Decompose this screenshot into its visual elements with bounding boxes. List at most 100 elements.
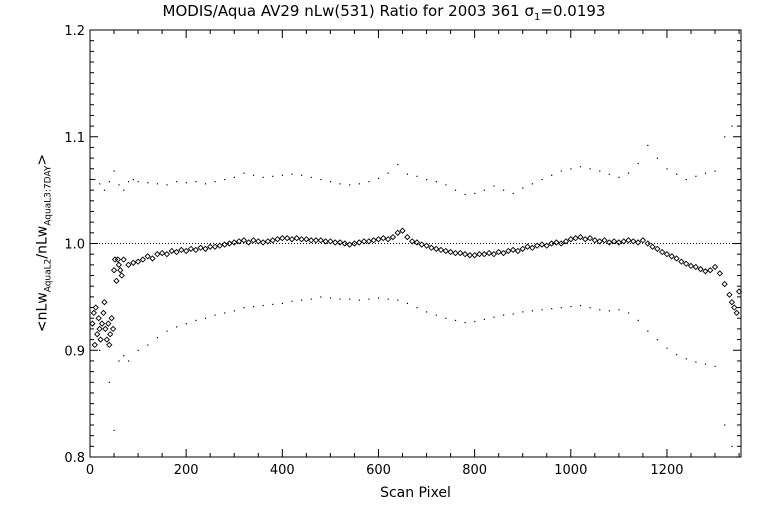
ratio-point	[235, 238, 243, 245]
ratio-point	[117, 267, 124, 274]
lower-envelope-point	[704, 363, 707, 365]
lower-envelope-point	[262, 304, 264, 307]
lower-envelope-point	[589, 307, 591, 309]
ratio-point	[697, 265, 704, 273]
ratio-point	[90, 309, 97, 317]
upper-envelope-point	[512, 192, 514, 195]
lower-envelope-point	[474, 320, 476, 323]
lower-envelope-point	[301, 299, 303, 301]
ratio-point	[264, 238, 272, 245]
lower-envelope-point	[156, 336, 159, 339]
ratio-point	[154, 251, 161, 258]
ratio-point	[485, 249, 493, 257]
lower-envelope-point	[339, 298, 341, 300]
lower-envelope-point	[214, 314, 216, 316]
upper-envelope-point	[387, 172, 389, 174]
ratio-point	[110, 267, 118, 274]
x-tick-label: 600	[366, 463, 391, 478]
lower-envelope-point	[368, 298, 370, 300]
ratio-point	[625, 237, 632, 244]
ratio-point	[97, 336, 104, 343]
upper-envelope-point	[416, 175, 418, 177]
y-tick-label: 1.2	[64, 24, 85, 39]
upper-envelope-point	[589, 168, 591, 170]
upper-envelope-point	[570, 168, 572, 170]
lower-envelope-point	[731, 445, 733, 448]
lower-envelope-point	[118, 360, 120, 362]
ratio-point	[471, 252, 478, 259]
ratio-point	[678, 258, 685, 265]
ratio-point	[404, 233, 411, 241]
ratio-point	[187, 245, 195, 252]
lower-envelope-point	[99, 349, 101, 351]
ratio-point	[466, 252, 473, 259]
ratio-point	[735, 288, 743, 295]
lower-envelope-point	[291, 300, 293, 302]
ratio-point	[149, 255, 156, 262]
ratio-point	[582, 236, 589, 243]
lower-envelope-point	[541, 309, 543, 311]
ratio-point	[586, 235, 594, 242]
ratio-point	[89, 320, 96, 327]
lower-envelope-point	[685, 358, 687, 360]
ratio-point	[654, 245, 661, 252]
y-tick-label: 1.0	[64, 238, 85, 253]
ratio-point	[94, 331, 101, 338]
upper-envelope-point	[724, 136, 726, 138]
ratio-point	[113, 277, 120, 284]
ratio-point	[490, 251, 498, 258]
axis-ticks: 0 200 400 600 800 1000 1200 0.8 0.9 1.0 1.1 1.2	[64, 24, 741, 478]
ratio-point	[702, 268, 709, 275]
ratio-point	[226, 240, 233, 247]
ratio-point	[279, 235, 286, 242]
lower-envelope-point	[426, 311, 428, 313]
lower-envelope-point	[349, 298, 351, 300]
lower-envelope-point	[656, 339, 659, 341]
ratio-point	[394, 229, 401, 236]
ratio-point	[240, 237, 247, 244]
ratio-point	[707, 267, 714, 274]
lower-envelope-point	[137, 349, 139, 351]
ratio-point	[105, 320, 112, 327]
ratio-point	[356, 239, 363, 246]
upper-envelope-point	[224, 178, 226, 181]
lower-envelope-point	[464, 321, 466, 324]
lower-envelope-point	[108, 381, 110, 383]
ratio-point	[610, 238, 618, 245]
upper-envelope-point	[132, 178, 134, 181]
lower-envelope-point	[666, 347, 668, 349]
upper-envelope-point	[103, 189, 106, 191]
ratio-point	[548, 240, 555, 247]
x-tick-label: 800	[462, 463, 487, 478]
ratio-point	[134, 258, 142, 265]
upper-envelope-point	[627, 172, 630, 174]
lower-envelope-point	[531, 310, 534, 312]
ratio-point	[452, 249, 459, 257]
lower-envelope-point	[281, 302, 284, 304]
lower-envelope-point	[502, 314, 505, 316]
ratio-point	[509, 246, 517, 254]
lower-envelope-point	[166, 330, 168, 332]
x-tick-label: 0	[86, 463, 94, 478]
ratio-point	[428, 244, 435, 251]
ratio-point	[538, 241, 546, 248]
title-main: MODIS/Aqua AV29 nLw(531) Ratio for 2003 …	[162, 2, 525, 20]
ratio-point	[298, 236, 305, 243]
ratio-point	[192, 246, 199, 254]
ratio-point	[418, 241, 425, 248]
ratio-point	[562, 238, 570, 245]
ratio-point	[125, 261, 132, 268]
lower-envelope-point	[252, 305, 255, 308]
lower-envelope-point	[397, 299, 399, 301]
ratio-point	[109, 325, 117, 333]
ratio-point	[716, 270, 723, 277]
chart-title: MODIS/Aqua AV29 nLw(531) Ratio for 2003 …	[0, 2, 768, 23]
ratio-point	[423, 242, 430, 249]
upper-envelope-point	[118, 184, 120, 186]
lower-envelope-point	[647, 330, 649, 332]
upper-envelope-point	[262, 176, 264, 179]
upper-envelope-point	[474, 192, 476, 195]
ratio-point	[572, 235, 579, 242]
lower-envelope-point	[320, 296, 322, 298]
upper-envelope-point	[608, 173, 610, 175]
